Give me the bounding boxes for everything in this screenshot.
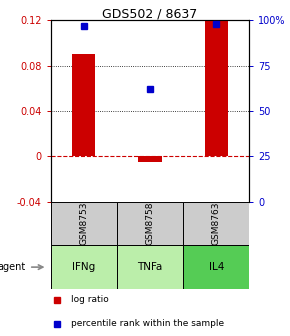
Text: GSM8753: GSM8753 bbox=[79, 202, 88, 245]
Text: TNFa: TNFa bbox=[137, 262, 163, 272]
Bar bbox=[183, 245, 249, 289]
Text: log ratio: log ratio bbox=[71, 295, 108, 304]
Text: GSM8758: GSM8758 bbox=[146, 202, 155, 245]
Bar bbox=[51, 202, 117, 245]
Bar bbox=[51, 245, 117, 289]
Bar bbox=[72, 54, 95, 156]
Bar bbox=[117, 245, 183, 289]
Bar bbox=[139, 156, 162, 162]
Text: percentile rank within the sample: percentile rank within the sample bbox=[71, 320, 224, 328]
Bar bbox=[183, 202, 249, 245]
Bar bbox=[205, 21, 228, 156]
Text: IL4: IL4 bbox=[209, 262, 224, 272]
Bar bbox=[117, 202, 183, 245]
Title: GDS502 / 8637: GDS502 / 8637 bbox=[102, 7, 198, 20]
Text: GSM8763: GSM8763 bbox=[212, 202, 221, 245]
Text: IFNg: IFNg bbox=[72, 262, 95, 272]
Text: agent: agent bbox=[0, 262, 26, 272]
